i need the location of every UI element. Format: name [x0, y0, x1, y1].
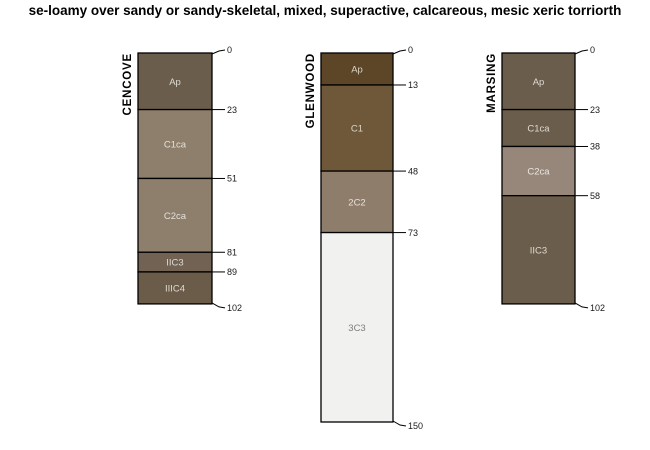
profile-glenwood: Ap C1 2C2 3C3 0 13 48 73 150 GLENWOOD: [305, 45, 423, 431]
profile-name-label: GLENWOOD: [305, 53, 317, 128]
profile-name-label: MARSING: [486, 53, 498, 113]
horizon-label: C1ca: [164, 140, 187, 151]
soil-horizon: [137, 271, 213, 305]
soil-horizon: [137, 177, 213, 253]
horizon-label: C1: [351, 124, 363, 135]
horizon-label: IIIC4: [165, 283, 185, 294]
horizon-label: C2ca: [164, 211, 187, 222]
soil-horizon: [501, 108, 576, 148]
depth-tick-label: 81: [227, 247, 237, 257]
depth-tick-label: 23: [590, 105, 600, 115]
depth-tick: [392, 420, 407, 427]
depth-tick: [574, 49, 589, 55]
soil-horizon: [320, 84, 394, 172]
depth-tick-label: 58: [590, 191, 600, 201]
depth-tick-label: 48: [408, 166, 418, 176]
depth-tick: [392, 49, 407, 55]
depth-tick-label: 51: [227, 174, 237, 184]
depth-tick-label: 0: [227, 45, 232, 55]
depth-tick: [211, 49, 226, 55]
depth-tick: [574, 302, 589, 309]
profile-name-label: CENCOVE: [122, 53, 134, 115]
horizon-label: IIC3: [530, 245, 547, 256]
horizon-label: Ap: [533, 77, 545, 88]
profile-cencove: Ap C1ca C2ca IIC3 IIIC4 0 23 51 81 89 102 CENCOVE: [122, 45, 242, 313]
depth-tick-label: 0: [408, 45, 413, 55]
horizon-label: 2C2: [348, 197, 365, 208]
horizon-label: IIC3: [166, 258, 183, 269]
depth-tick-label: 73: [408, 228, 418, 238]
depth-tick-label: 89: [227, 267, 237, 277]
soil-horizon: [137, 52, 213, 111]
horizon-label: Ap: [351, 64, 363, 75]
horizon-label: 3C3: [348, 323, 365, 334]
depth-tick: [211, 302, 226, 309]
depth-tick-label: 0: [590, 45, 595, 55]
depth-tick-label: 102: [227, 303, 242, 313]
chart-title: se-loamy over sandy or sandy-skeletal, m…: [28, 3, 622, 18]
depth-tick-label: 150: [408, 421, 423, 431]
horizon-label: Ap: [169, 77, 181, 88]
soil-horizon: [501, 145, 576, 197]
soil-horizon: [320, 231, 394, 423]
depth-tick-label: 23: [227, 105, 237, 115]
horizon-label: C1ca: [527, 124, 550, 135]
horizon-label: C2ca: [527, 167, 550, 178]
soil-horizon: [501, 195, 576, 305]
depth-tick-label: 102: [590, 303, 605, 313]
depth-tick-label: 38: [590, 142, 600, 152]
profile-marsing: Ap C1ca C2ca IIC3 0 23 38 58 102 MARSING: [486, 45, 605, 313]
depth-tick-label: 13: [408, 80, 418, 90]
